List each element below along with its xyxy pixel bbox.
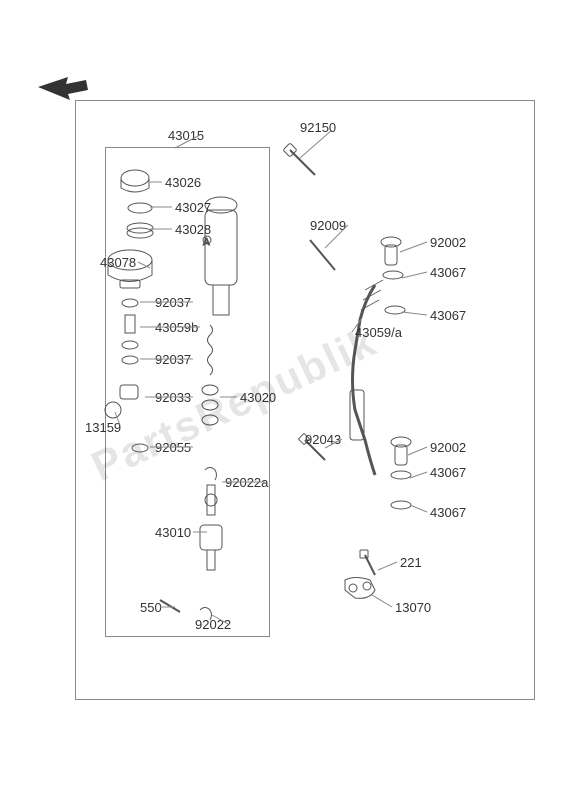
label-43020: 43020 [240,390,276,405]
label-43059b: 43059b [155,320,198,335]
label-43078: 43078 [100,255,136,270]
label-43010: 43010 [155,525,191,540]
label-92022: 92022 [195,617,231,632]
label-92055: 92055 [155,440,191,455]
label-92009: 92009 [310,218,346,233]
label-43067c: 43067 [430,465,466,480]
label-13159: 13159 [85,420,121,435]
label-221: 221 [400,555,422,570]
label-43059a: 43059/a [355,325,402,340]
label-92002: 92002 [430,235,466,250]
label-92150: 92150 [300,120,336,135]
label-43067d: 43067 [430,505,466,520]
label-13070: 13070 [395,600,431,615]
label-43067b: 43067 [430,308,466,323]
label-550: 550 [140,600,162,615]
label-92037: 92037 [155,295,191,310]
label-43028: 43028 [175,222,211,237]
label-92043: 92043 [305,432,341,447]
svg-text:A: A [203,237,210,248]
label-92033: 92033 [155,390,191,405]
label-43027: 43027 [175,200,211,215]
label-43015: 43015 [168,128,204,143]
label-92022a: 92022a [225,475,268,490]
label-43067: 43067 [430,265,466,280]
label-92037b: 92037 [155,352,191,367]
label-92002b: 92002 [430,440,466,455]
label-43026: 43026 [165,175,201,190]
